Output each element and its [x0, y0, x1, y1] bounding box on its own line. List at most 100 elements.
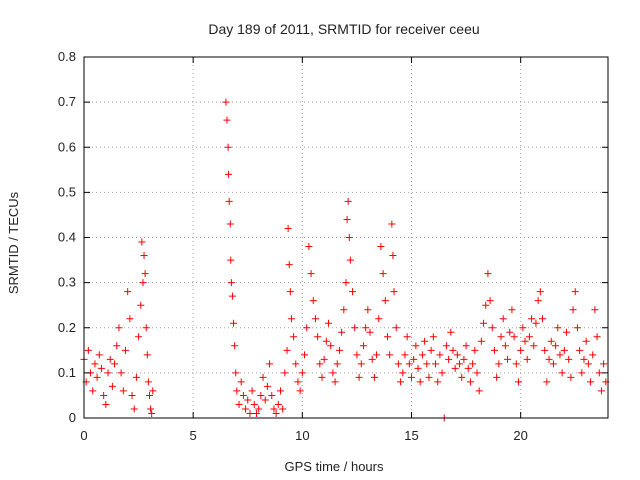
data-point: [357, 360, 365, 368]
data-point: [508, 306, 516, 314]
data-point: [595, 369, 603, 377]
data-point: [327, 342, 335, 350]
data-point: [138, 238, 146, 246]
y-tick-label: 0.5: [58, 184, 76, 199]
data-point: [490, 346, 498, 354]
data-point: [97, 364, 105, 372]
data-point: [425, 373, 433, 381]
data-point: [534, 297, 542, 305]
data-point: [587, 378, 595, 386]
data-point: [477, 337, 485, 345]
data-point: [554, 324, 562, 332]
data-point: [287, 315, 295, 323]
data-point: [126, 315, 134, 323]
data-point: [364, 306, 372, 314]
data-point: [377, 243, 385, 251]
data-point: [418, 351, 426, 359]
data-point: [469, 360, 477, 368]
data-point: [569, 306, 577, 314]
data-point: [366, 328, 374, 336]
data-point: [140, 252, 148, 260]
data-point: [301, 351, 309, 359]
data-point: [268, 391, 276, 399]
data-point: [91, 360, 99, 368]
data-point: [556, 351, 564, 359]
data-point: [346, 256, 354, 264]
data-point: [279, 405, 287, 413]
data-point: [144, 378, 152, 386]
y-tick-label: 0.6: [58, 139, 76, 154]
data-point: [307, 270, 315, 278]
data-point: [89, 387, 97, 395]
data-point: [351, 324, 359, 332]
data-point: [482, 301, 490, 309]
data-point: [512, 360, 520, 368]
data-point: [343, 215, 351, 223]
data-point: [449, 346, 457, 354]
data-point: [549, 360, 557, 368]
data-point: [132, 373, 140, 381]
data-point: [597, 387, 605, 395]
data-point: [388, 220, 396, 228]
data-point: [286, 288, 294, 296]
data-point: [576, 346, 584, 354]
data-point: [342, 279, 350, 287]
data-point: [121, 346, 129, 354]
data-point: [316, 360, 324, 368]
data-point: [580, 355, 588, 363]
data-point: [392, 324, 400, 332]
data-point: [565, 355, 573, 363]
data-point: [438, 369, 446, 377]
data-point: [447, 328, 455, 336]
plot-frame: [83, 56, 609, 419]
data-point: [294, 378, 302, 386]
y-axis-label: SRMTID / TECUs: [6, 191, 21, 294]
data-point: [514, 378, 522, 386]
data-point: [480, 319, 488, 327]
data-point: [314, 333, 322, 341]
data-point: [412, 342, 420, 350]
data-point: [460, 355, 468, 363]
data-point: [263, 382, 271, 390]
data-point: [320, 355, 328, 363]
data-point: [488, 324, 496, 332]
data-point: [274, 400, 282, 408]
data-point: [532, 319, 540, 327]
data-point: [408, 373, 415, 381]
data-point: [486, 297, 494, 305]
data-point: [111, 360, 119, 368]
data-point: [571, 288, 579, 296]
data-point: [462, 342, 470, 350]
data-point: [303, 324, 311, 332]
data-point: [495, 360, 503, 368]
data-point: [95, 351, 103, 359]
data-point: [560, 346, 568, 354]
data-point: [362, 324, 370, 332]
data-point: [504, 355, 512, 363]
data-point: [381, 297, 389, 305]
data-point: [128, 391, 136, 399]
data-point: [582, 337, 590, 345]
data-point: [228, 292, 236, 300]
data-point: [563, 328, 571, 336]
data-point: [322, 337, 330, 345]
y-tick-label: 0: [69, 410, 76, 425]
data-point: [541, 346, 549, 354]
data-point: [224, 143, 232, 151]
y-tick-label: 0.2: [58, 320, 76, 335]
data-points: [80, 98, 610, 422]
data-point: [414, 364, 422, 372]
data-point: [250, 400, 258, 408]
data-point: [410, 355, 418, 363]
data-point: [591, 306, 599, 314]
axes-layer: 0 0.1 0.2 0.3 0.4 0.5 0.6 0.7 0.8 0 5 10 15 20: [58, 49, 609, 443]
data-point: [119, 387, 127, 395]
data-point: [233, 387, 241, 395]
data-point: [223, 116, 231, 124]
data-point: [309, 297, 317, 305]
data-point: [242, 405, 250, 413]
data-point: [451, 364, 459, 372]
data-point: [497, 333, 505, 341]
data-point: [239, 391, 247, 399]
data-point: [298, 369, 306, 377]
